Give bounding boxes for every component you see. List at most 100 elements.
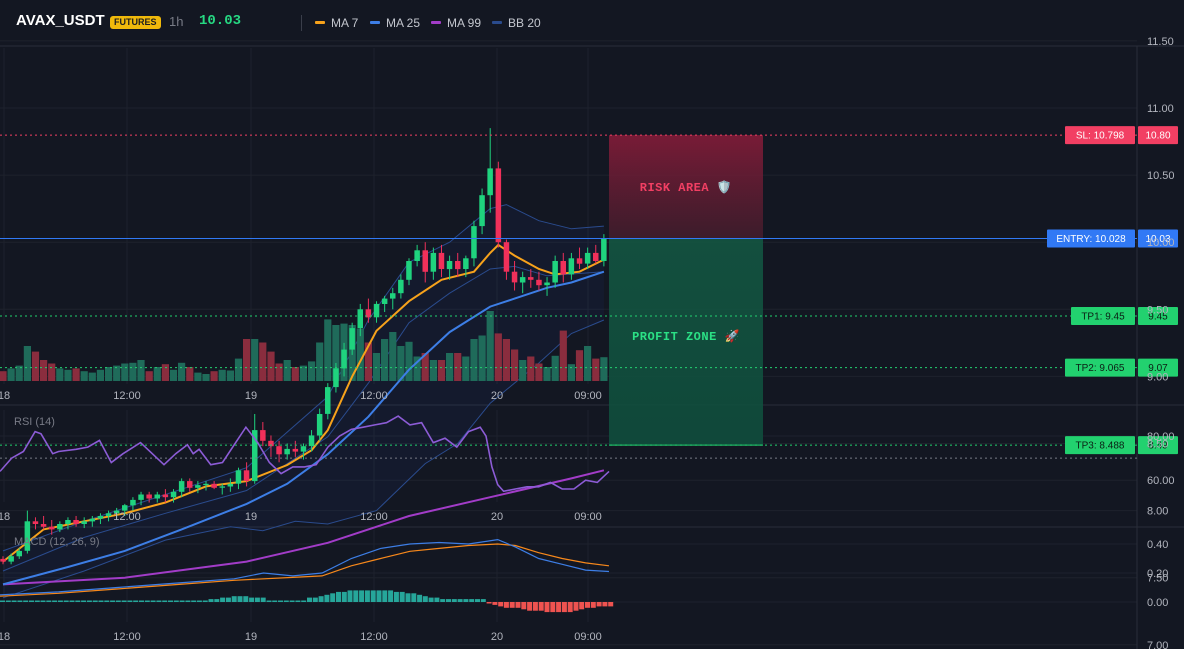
legend-ma7[interactable]: MA 7	[315, 15, 358, 31]
candle[interactable]	[292, 440, 299, 457]
macd-line[interactable]	[0, 538, 610, 596]
candle[interactable]	[487, 128, 493, 213]
candle[interactable]	[430, 247, 437, 280]
candle[interactable]	[276, 440, 282, 463]
candle[interactable]	[593, 244, 599, 264]
candle[interactable]	[568, 252, 575, 280]
time-tick-label: 19	[245, 390, 257, 402]
candle[interactable]	[406, 258, 412, 286]
candle-body	[195, 485, 201, 488]
candle[interactable]	[65, 517, 71, 530]
candle[interactable]	[365, 298, 372, 323]
rsi-pane[interactable]: RSI (14)	[0, 415, 1137, 493]
candle[interactable]	[24, 510, 31, 554]
legend-ma25[interactable]: MA 25	[370, 15, 420, 31]
candle[interactable]	[73, 515, 79, 527]
legend-bb20[interactable]: BB 20	[492, 15, 541, 31]
candle[interactable]	[122, 503, 128, 516]
candle[interactable]	[308, 430, 315, 452]
candle[interactable]	[316, 408, 323, 441]
candle-body	[552, 261, 558, 283]
candle[interactable]	[113, 507, 120, 519]
candle[interactable]	[170, 489, 177, 503]
candle-body	[227, 483, 234, 487]
candle[interactable]	[105, 510, 112, 522]
candle-body	[268, 440, 274, 447]
candle[interactable]	[300, 443, 307, 460]
candle[interactable]	[138, 491, 144, 506]
candle[interactable]	[373, 301, 380, 323]
candle[interactable]	[528, 269, 534, 288]
price-levels[interactable]: SL: 10.798 10.80 ENTRY: 10.028 10.03 TP1: 9.…	[0, 126, 1178, 455]
candle[interactable]	[349, 322, 355, 355]
candle[interactable]	[227, 478, 234, 492]
interval-selector[interactable]: 1h	[169, 14, 184, 29]
candle[interactable]	[178, 478, 185, 498]
candle[interactable]	[455, 252, 461, 278]
candle[interactable]	[560, 252, 567, 283]
candle[interactable]	[130, 497, 136, 511]
candle[interactable]	[243, 462, 250, 487]
candle[interactable]	[219, 483, 226, 495]
candle[interactable]	[414, 244, 420, 267]
candle[interactable]	[195, 481, 201, 494]
candle[interactable]	[503, 239, 510, 280]
candle[interactable]	[89, 515, 96, 527]
candle[interactable]	[0, 556, 6, 565]
candle[interactable]	[49, 519, 55, 535]
macd-histogram-bar	[75, 600, 81, 602]
macd-histogram-bar	[567, 602, 573, 613]
candle[interactable]	[495, 161, 502, 248]
candle[interactable]	[381, 295, 388, 312]
price-tick-label: 10.00	[1147, 237, 1175, 249]
candle[interactable]	[8, 553, 14, 565]
candle[interactable]	[187, 478, 193, 492]
candle[interactable]	[154, 491, 161, 503]
candle[interactable]	[284, 443, 290, 460]
candle[interactable]	[536, 271, 542, 291]
candle[interactable]	[146, 491, 152, 503]
candle[interactable]	[576, 247, 583, 270]
candle[interactable]	[601, 234, 607, 267]
rsi-line[interactable]	[0, 415, 610, 493]
candle[interactable]	[32, 517, 39, 530]
candle[interactable]	[519, 271, 526, 294]
candle[interactable]	[398, 274, 404, 299]
candle[interactable]	[584, 247, 591, 270]
candle[interactable]	[390, 287, 396, 310]
candle[interactable]	[40, 515, 47, 530]
symbol-name[interactable]: AVAX_USDT	[16, 12, 105, 29]
candle[interactable]	[422, 242, 429, 283]
macd-histogram-bar	[307, 597, 312, 602]
candle[interactable]	[544, 277, 550, 296]
candle[interactable]	[438, 244, 445, 278]
candle[interactable]	[235, 467, 242, 490]
candle[interactable]	[97, 513, 104, 525]
macd-histogram-bar	[382, 590, 388, 602]
candle[interactable]	[471, 220, 477, 267]
candle[interactable]	[357, 303, 364, 337]
candle[interactable]	[511, 260, 518, 291]
candlesticks[interactable]	[0, 128, 607, 565]
candle[interactable]	[16, 548, 23, 559]
candle[interactable]	[446, 255, 453, 280]
candle[interactable]	[211, 481, 217, 490]
price-tick-label: 11.50	[1147, 36, 1174, 48]
candle[interactable]	[479, 188, 485, 235]
candle[interactable]	[260, 422, 266, 447]
legend-ma99[interactable]: MA 99	[431, 15, 481, 31]
candle[interactable]	[268, 435, 274, 457]
candle[interactable]	[203, 481, 209, 491]
macd-pane[interactable]: MACD (12, 26, 9)	[0, 536, 614, 613]
macd-signal-line[interactable]	[0, 543, 610, 597]
candle[interactable]	[57, 521, 63, 533]
candle[interactable]	[463, 255, 469, 278]
candle[interactable]	[162, 489, 169, 503]
candle[interactable]	[252, 413, 258, 484]
profit-zone-box	[609, 238, 763, 446]
candle[interactable]	[325, 383, 331, 420]
candle[interactable]	[341, 342, 347, 377]
candle[interactable]	[552, 255, 558, 288]
candle[interactable]	[81, 517, 87, 529]
